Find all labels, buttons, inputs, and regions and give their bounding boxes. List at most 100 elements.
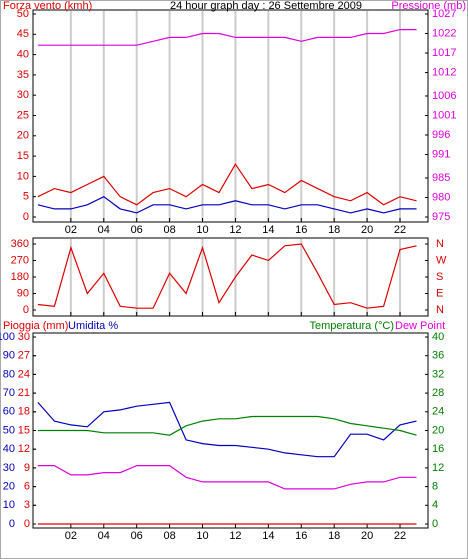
y2-tick-label: 0: [432, 518, 438, 530]
y-tick-label: 10: [17, 170, 29, 182]
series-line: [37, 29, 417, 46]
x-tick-label: 04: [98, 224, 110, 236]
y2-tick-label: 980: [432, 191, 450, 203]
y2-tick-label: 16: [432, 443, 444, 455]
y2-tick-label: 991: [432, 148, 450, 160]
y2-tick-label: 8: [432, 481, 438, 493]
y3-tick-label: 30: [3, 462, 15, 474]
y-tick-label: 15: [18, 424, 30, 436]
y2-tick-label: 1001: [432, 109, 456, 121]
x-tick-label: 06: [131, 530, 143, 542]
y-tick-label: 0: [23, 211, 29, 223]
series-line: [37, 401, 417, 458]
y2-tick-label: 985: [432, 172, 450, 184]
y2-tick-label: N: [436, 238, 444, 250]
x-tick-label: 22: [394, 530, 406, 542]
x-tick-label: 10: [196, 530, 208, 542]
x-tick-label: 18: [328, 224, 340, 236]
x-tick-label: 04: [98, 530, 110, 542]
y3-tick-label: 10: [3, 499, 15, 511]
y-tick-label: 30: [17, 89, 29, 101]
y-tick-label: 0: [24, 518, 30, 530]
x-tick-label: 20: [361, 530, 373, 542]
y-tick-label: 5: [23, 191, 29, 203]
y-axis-title: Pioggia (mm): [3, 320, 68, 332]
y3-tick-label: 90: [3, 350, 15, 362]
y-tick-label: 35: [17, 69, 29, 81]
y2-tick-label: 40: [432, 331, 444, 343]
series-line: [37, 465, 417, 490]
y-axis-title: Forza vento (kmh): [3, 0, 92, 12]
legend-label: Dew Point: [395, 320, 445, 332]
y2-tick-label: 1012: [432, 66, 456, 78]
y-tick-label: 45: [17, 28, 29, 40]
series-line: [37, 243, 417, 309]
y-tick-label: 9: [24, 462, 30, 474]
y2-tick-label: S: [436, 271, 443, 283]
y3-tick-label: 70: [3, 387, 15, 399]
y-tick-label: 50: [17, 8, 29, 20]
y-tick-label: 30: [18, 331, 30, 343]
y2-axis-title: Temperatura (°C): [310, 320, 394, 332]
y-tick-label: 21: [18, 387, 30, 399]
x-tick-label: 02: [65, 530, 77, 542]
x-tick-label: 22: [394, 224, 406, 236]
chart-title: 24 hour graph day : 26 Settembre 2009: [170, 0, 362, 12]
y-tick-label: 24: [18, 368, 30, 380]
x-tick-label: 18: [328, 530, 340, 542]
y2-tick-label: 12: [432, 462, 444, 474]
y3-tick-label: 100: [0, 331, 15, 343]
plot-frame: [32, 9, 429, 223]
y2-tick-label: 1027: [432, 8, 456, 20]
x-tick-label: 10: [196, 224, 208, 236]
y3-axis-title: Umidita %: [68, 320, 118, 332]
y2-tick-label: N: [436, 304, 444, 316]
y-tick-label: 25: [17, 109, 29, 121]
y2-tick-label: 20: [432, 424, 444, 436]
x-tick-label: 16: [295, 224, 307, 236]
y-tick-label: 15: [17, 150, 29, 162]
y2-tick-label: 1017: [432, 47, 456, 59]
y3-tick-label: 50: [3, 424, 15, 436]
y-tick-label: 3: [24, 499, 30, 511]
x-tick-label: 20: [361, 224, 373, 236]
series-line: [37, 196, 417, 214]
x-tick-label: 12: [229, 530, 241, 542]
y3-tick-label: 0: [9, 518, 15, 530]
y2-axis-title: Pressione (mb): [391, 0, 466, 12]
y-tick-label: 12: [18, 443, 30, 455]
x-tick-label: 08: [163, 224, 175, 236]
y-tick-label: 18: [18, 406, 30, 418]
y-tick-label: 6: [24, 481, 30, 493]
y3-tick-label: 60: [3, 406, 15, 418]
plot-frame: [32, 237, 429, 317]
y-tick-label: 270: [11, 254, 29, 266]
y-tick-label: 180: [11, 271, 29, 283]
y-tick-label: 40: [17, 49, 29, 61]
y2-tick-label: 996: [432, 129, 450, 141]
x-tick-label: 14: [262, 224, 274, 236]
series-line: [37, 163, 417, 206]
y-tick-label: 20: [17, 130, 29, 142]
y2-tick-label: 4: [432, 499, 438, 511]
y-tick-label: 27: [18, 350, 30, 362]
y3-tick-label: 80: [3, 368, 15, 380]
y-tick-label: 90: [17, 287, 29, 299]
y-tick-label: 360: [11, 238, 29, 250]
x-tick-label: 12: [229, 224, 241, 236]
y2-tick-label: 36: [432, 350, 444, 362]
y2-tick-label: E: [436, 287, 443, 299]
plot-frame: [32, 332, 429, 529]
y2-tick-label: 1022: [432, 27, 456, 39]
y2-tick-label: 1006: [432, 90, 456, 102]
y2-tick-label: 28: [432, 387, 444, 399]
x-tick-label: 16: [295, 530, 307, 542]
y2-tick-label: 32: [432, 368, 444, 380]
y2-tick-label: W: [436, 254, 447, 266]
x-tick-label: 14: [262, 530, 274, 542]
x-tick-label: 08: [163, 530, 175, 542]
y3-tick-label: 20: [3, 481, 15, 493]
y3-tick-label: 40: [3, 443, 15, 455]
y2-tick-label: 24: [432, 406, 444, 418]
